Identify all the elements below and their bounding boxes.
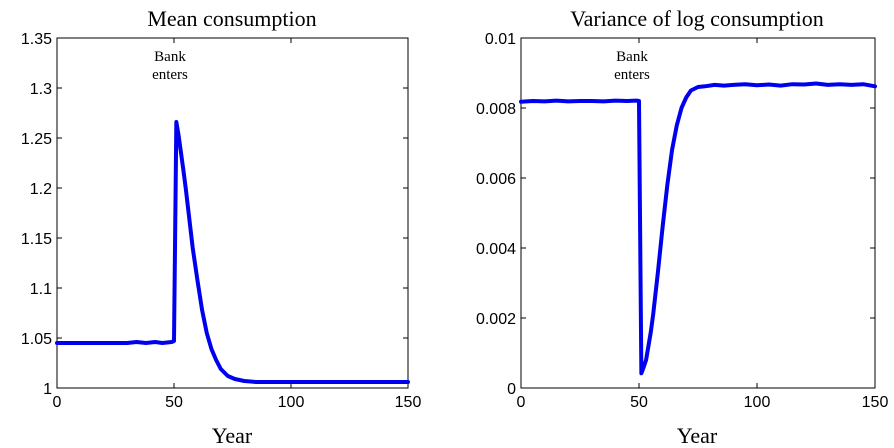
right-y-tick-label: 0 (507, 381, 516, 398)
right-x-tick-label: 100 (744, 394, 771, 411)
left-panel: Mean consumption 11.051.11.151.21.251.31… (21, 6, 422, 448)
right-annotation-line-2: enters (614, 67, 650, 83)
left-series-line (55, 120, 410, 384)
left-y-tick-label: 1.2 (30, 181, 52, 198)
right-x-tick-label: 0 (517, 394, 526, 411)
left-x-tick-label: 0 (53, 394, 62, 411)
left-annotation-line-2: enters (152, 67, 188, 83)
left-x-axis: 0 50 100 150 (53, 38, 422, 411)
left-y-tick-label: 1.25 (21, 131, 52, 148)
left-y-tick-label: 1.15 (21, 231, 52, 248)
left-plot-frame (56, 37, 409, 389)
right-y-axis: 0 0.002 0.004 0.006 0.008 0.01 (476, 31, 875, 398)
left-x-axis-label: Year (212, 423, 253, 448)
right-series-line (519, 81, 877, 376)
right-y-tick-label: 0.01 (485, 31, 516, 48)
left-x-tick-label: 100 (278, 394, 305, 411)
left-y-axis: 1 1.05 1.1 1.15 1.2 1.25 1.3 1.35 (21, 31, 408, 398)
right-y-tick-label: 0.008 (476, 101, 516, 118)
right-annotation-line-1: Bank (616, 49, 648, 65)
right-x-axis-label: Year (677, 423, 718, 448)
left-x-tick-label: 150 (395, 394, 422, 411)
left-y-tick-label: 1 (43, 381, 52, 398)
right-chart-title: Variance of log consumption (570, 6, 824, 31)
right-panel: Variance of log consumption 00.0020.0040… (476, 6, 888, 448)
right-x-tick-label: 150 (862, 394, 889, 411)
right-x-axis: 0 50 100 150 (517, 38, 889, 411)
right-y-tick-label: 0.004 (476, 241, 516, 258)
left-annotation-line-1: Bank (154, 49, 186, 65)
left-y-tick-label: 1.1 (30, 281, 52, 298)
left-y-tick-label: 1.35 (21, 31, 52, 48)
right-x-tick-label: 50 (630, 394, 648, 411)
right-y-tick-label: 0.006 (476, 171, 516, 188)
right-plot-frame (520, 37, 876, 389)
left-y-tick-label: 1.3 (30, 81, 52, 98)
left-x-tick-label: 50 (165, 394, 183, 411)
left-y-tick-label: 1.05 (21, 331, 52, 348)
left-chart-title: Mean consumption (147, 6, 316, 31)
right-y-tick-label: 0.002 (476, 311, 516, 328)
